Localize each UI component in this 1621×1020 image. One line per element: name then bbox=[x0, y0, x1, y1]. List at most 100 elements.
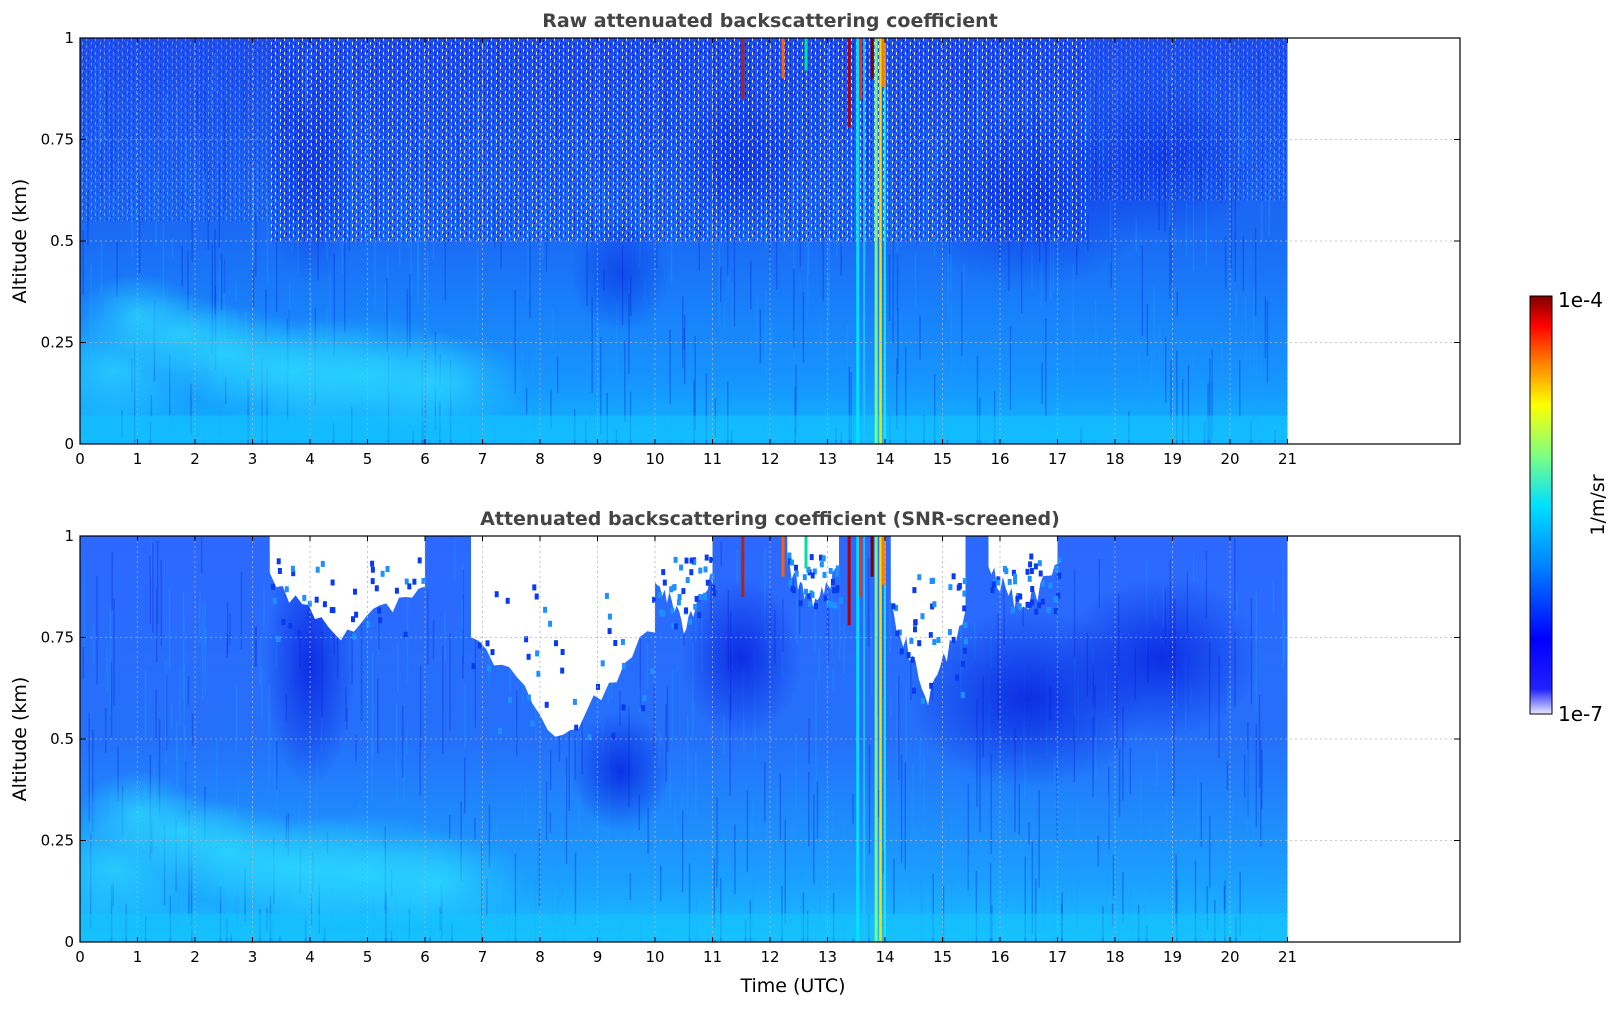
streak-texture bbox=[796, 564, 798, 644]
streak-texture bbox=[818, 647, 820, 681]
streak-texture bbox=[686, 714, 689, 811]
streak-texture bbox=[461, 599, 464, 631]
residual-pixel bbox=[787, 552, 792, 559]
streak-texture bbox=[1200, 782, 1202, 848]
streak-texture bbox=[1035, 878, 1037, 942]
streak-texture bbox=[695, 753, 697, 817]
residual-pixel bbox=[929, 578, 934, 584]
streak-texture bbox=[235, 280, 237, 302]
screened-gridlines bbox=[80, 536, 1460, 942]
streak-texture bbox=[827, 606, 830, 663]
x-tick-label: 14 bbox=[875, 948, 894, 966]
streak-texture bbox=[344, 229, 346, 333]
streak-texture bbox=[1283, 619, 1285, 662]
residual-pixel bbox=[403, 631, 408, 638]
streak-texture bbox=[275, 232, 278, 312]
streak-texture bbox=[1148, 387, 1151, 412]
x-tick-label: 17 bbox=[1048, 948, 1067, 966]
residual-pixel bbox=[832, 587, 837, 594]
streak-texture bbox=[1176, 350, 1178, 444]
streak-texture bbox=[1077, 391, 1080, 429]
streak-texture bbox=[429, 937, 431, 942]
streak-texture bbox=[1230, 836, 1232, 890]
streak-texture bbox=[1224, 236, 1227, 289]
x-tick-label: 8 bbox=[535, 948, 545, 966]
surface-band bbox=[80, 415, 1288, 440]
residual-pixel bbox=[963, 638, 968, 645]
streak-texture bbox=[842, 825, 845, 881]
streak-texture bbox=[557, 834, 560, 918]
noise-speckle bbox=[80, 38, 270, 221]
screened-out-region bbox=[655, 536, 713, 634]
streak-texture bbox=[789, 861, 791, 925]
colorbar-min-label: 1e-7 bbox=[1558, 702, 1603, 726]
streak-texture bbox=[1073, 568, 1076, 658]
x-tick-label: 15 bbox=[933, 450, 952, 468]
streak-texture bbox=[442, 645, 444, 753]
residual-pixel bbox=[505, 597, 510, 604]
streak-texture bbox=[113, 598, 115, 706]
x-tick-label: 2 bbox=[190, 450, 200, 468]
residual-pixel bbox=[291, 570, 296, 577]
streak-texture bbox=[1255, 588, 1258, 644]
streak-texture bbox=[713, 858, 716, 928]
streak-texture bbox=[474, 817, 476, 840]
streak-texture bbox=[552, 309, 554, 350]
streak-texture bbox=[832, 669, 834, 690]
streak-texture bbox=[229, 612, 231, 646]
streak-texture bbox=[525, 388, 528, 415]
streak-texture bbox=[1281, 367, 1283, 444]
streak-texture bbox=[444, 611, 446, 662]
streak-texture bbox=[462, 569, 464, 664]
streak-texture bbox=[1153, 286, 1155, 327]
y-tick-label: 0 bbox=[64, 435, 74, 453]
residual-pixel bbox=[703, 592, 707, 599]
streak-texture bbox=[674, 803, 676, 881]
streak-texture bbox=[1268, 190, 1270, 235]
x-tick-label: 6 bbox=[420, 948, 430, 966]
x-tick-label: 20 bbox=[1220, 450, 1239, 468]
streak-texture bbox=[1221, 334, 1223, 387]
residual-pixel bbox=[962, 578, 967, 585]
screened-panel-title: Attenuated backscattering coefficient (S… bbox=[480, 508, 1060, 530]
streak-texture bbox=[897, 308, 899, 375]
residual-pixel bbox=[789, 559, 794, 566]
streak-texture bbox=[729, 694, 731, 797]
residual-pixel bbox=[302, 594, 307, 601]
residual-pixel bbox=[277, 568, 282, 574]
residual-pixel bbox=[1029, 553, 1034, 560]
residual-pixel bbox=[705, 579, 710, 586]
streak-texture bbox=[534, 862, 536, 942]
streak-texture bbox=[158, 719, 161, 816]
streak-texture bbox=[1272, 580, 1275, 615]
streak-texture bbox=[1211, 348, 1213, 440]
residual-pixel bbox=[276, 558, 281, 565]
screened-backscatter-panel: Attenuated backscattering coefficient (S… bbox=[9, 508, 1461, 997]
residual-pixel bbox=[822, 571, 827, 578]
x-tick-label: 12 bbox=[760, 450, 779, 468]
streak-texture bbox=[1239, 871, 1241, 936]
residual-pixel bbox=[530, 720, 535, 727]
residual-pixel bbox=[526, 694, 531, 701]
streak-texture bbox=[255, 214, 257, 277]
streak-texture bbox=[893, 858, 895, 916]
streak-texture bbox=[914, 253, 917, 308]
streak-texture bbox=[1006, 804, 1008, 907]
streak-texture bbox=[819, 833, 821, 933]
streak-texture bbox=[156, 540, 159, 625]
x-tick-label: 16 bbox=[990, 948, 1009, 966]
residual-pixel bbox=[787, 558, 792, 565]
residual-pixel bbox=[1013, 578, 1018, 585]
streak-texture bbox=[1072, 303, 1074, 383]
x-tick-label: 20 bbox=[1220, 948, 1239, 966]
residual-pixel bbox=[1017, 603, 1022, 610]
streak-texture bbox=[82, 647, 84, 680]
residual-pixel bbox=[689, 569, 694, 576]
streak-texture bbox=[694, 335, 696, 431]
streak-texture bbox=[273, 747, 276, 794]
streak-texture bbox=[1042, 854, 1045, 929]
streak-texture bbox=[840, 227, 842, 276]
streak-texture bbox=[682, 296, 684, 368]
streak-texture bbox=[889, 600, 891, 654]
streak-texture bbox=[707, 930, 709, 942]
